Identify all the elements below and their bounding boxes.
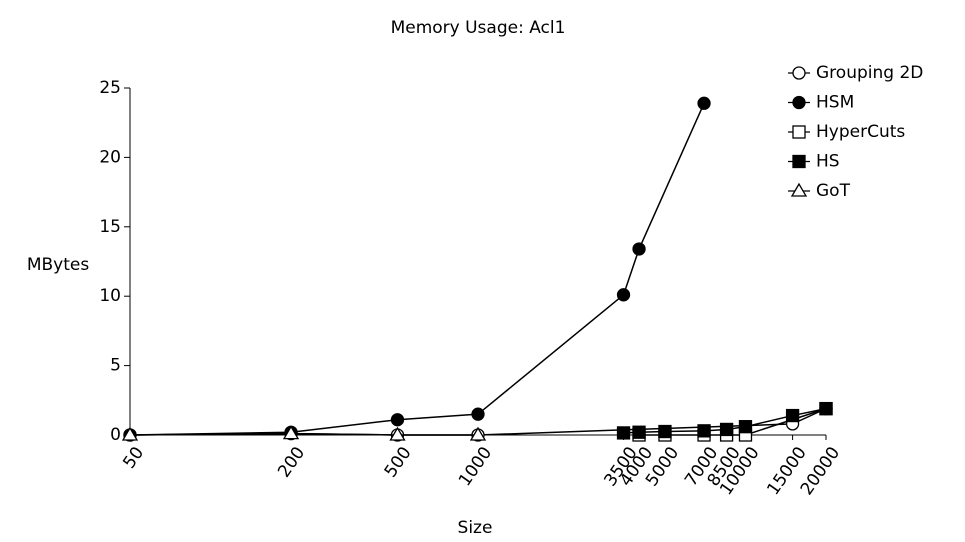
marker xyxy=(391,414,403,426)
marker xyxy=(793,67,805,79)
marker xyxy=(820,403,832,415)
y-tick-label: 25 xyxy=(99,78,121,98)
marker xyxy=(633,243,645,255)
legend-label: HSM xyxy=(816,93,854,113)
y-tick-label: 0 xyxy=(110,425,121,445)
marker xyxy=(793,126,805,138)
y-axis-label: MBytes xyxy=(27,255,90,275)
x-tick-label: 50 xyxy=(119,443,148,472)
marker xyxy=(633,426,645,438)
marker xyxy=(618,427,630,439)
legend-label: Grouping 2D xyxy=(816,63,923,83)
x-tick-label: 200 xyxy=(274,443,309,481)
marker xyxy=(618,289,630,301)
y-tick-label: 20 xyxy=(99,147,121,167)
marker xyxy=(739,421,751,433)
marker xyxy=(721,423,733,435)
legend-label: HyperCuts xyxy=(816,122,905,142)
y-tick-label: 5 xyxy=(110,356,121,376)
y-tick-label: 10 xyxy=(99,286,121,306)
marker xyxy=(787,410,799,422)
marker xyxy=(793,156,805,168)
marker xyxy=(792,184,806,196)
y-tick-label: 15 xyxy=(99,217,121,237)
x-tick-label: 1000 xyxy=(455,443,496,490)
x-tick-label: 500 xyxy=(381,443,416,481)
chart-title: Memory Usage: Acl1 xyxy=(391,18,566,38)
x-axis-label: Size xyxy=(458,518,493,538)
legend-label: GoT xyxy=(816,181,851,201)
marker xyxy=(698,97,710,109)
chart: Memory Usage: Acl1 MBytes Size 0 5 10 15 20 2… xyxy=(0,0,965,542)
series-line xyxy=(130,103,704,435)
page: Memory Usage: Acl1 MBytes Size 0 5 10 15 20 2… xyxy=(0,0,965,542)
marker xyxy=(659,426,671,438)
marker xyxy=(793,97,805,109)
marker xyxy=(472,408,484,420)
legend-label: HS xyxy=(816,152,840,172)
marker xyxy=(698,425,710,437)
